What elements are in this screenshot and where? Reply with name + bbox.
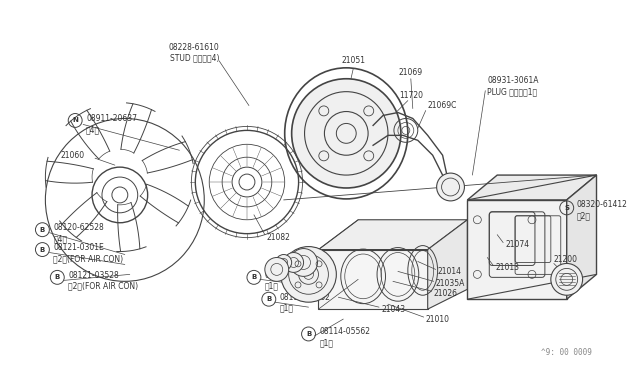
Polygon shape <box>566 175 596 299</box>
Circle shape <box>276 254 292 270</box>
Circle shape <box>284 253 303 272</box>
Polygon shape <box>467 200 566 299</box>
Circle shape <box>551 263 582 295</box>
Text: 08228-61610: 08228-61610 <box>169 44 220 52</box>
Circle shape <box>265 257 289 281</box>
Text: S: S <box>564 205 569 211</box>
Text: 21082: 21082 <box>267 233 291 242</box>
Text: （2）(FOR AIR CON): （2）(FOR AIR CON) <box>53 254 124 263</box>
Text: 21060: 21060 <box>60 151 84 160</box>
Text: 21043: 21043 <box>381 305 405 314</box>
Text: （1）: （1） <box>280 304 294 312</box>
Text: （4）: （4） <box>86 125 100 134</box>
Text: （2）: （2） <box>577 211 591 220</box>
Polygon shape <box>319 220 467 250</box>
Text: 21013: 21013 <box>495 263 519 272</box>
Text: 08320-61412: 08320-61412 <box>577 201 628 209</box>
Text: 11720: 11720 <box>399 91 423 100</box>
Text: B: B <box>40 227 45 233</box>
Text: N: N <box>72 118 78 124</box>
Text: 21074: 21074 <box>505 240 529 249</box>
Text: 08121-03528: 08121-03528 <box>68 271 119 280</box>
Text: （4）: （4） <box>53 234 67 243</box>
Polygon shape <box>428 220 467 309</box>
Text: （1）: （1） <box>319 339 333 347</box>
Text: 21051: 21051 <box>341 57 365 65</box>
Text: 08114-05562: 08114-05562 <box>319 327 371 337</box>
Text: 21010: 21010 <box>426 315 450 324</box>
Text: 08121-0301E: 08121-0301E <box>53 243 104 252</box>
Text: ^9: 00 0009: ^9: 00 0009 <box>541 348 591 357</box>
Text: 21069C: 21069C <box>428 101 457 110</box>
Text: 21014: 21014 <box>438 267 461 276</box>
Text: 21035A: 21035A <box>436 279 465 288</box>
Text: 21069: 21069 <box>399 68 423 77</box>
Polygon shape <box>319 250 428 309</box>
Text: （1）: （1） <box>265 282 279 291</box>
Text: 21026: 21026 <box>434 289 458 298</box>
Text: 08120-62528: 08120-62528 <box>53 223 104 232</box>
Text: STUD スタック4): STUD スタック4) <box>170 54 219 62</box>
Circle shape <box>290 248 317 276</box>
Text: B: B <box>306 331 311 337</box>
Text: PLUG プラグ（1）: PLUG プラグ（1） <box>487 87 538 96</box>
Text: B: B <box>54 275 60 280</box>
Text: 08911-20637: 08911-20637 <box>86 114 137 123</box>
Circle shape <box>292 79 401 188</box>
Text: B: B <box>266 296 271 302</box>
Polygon shape <box>467 175 596 200</box>
Text: 08110-84562: 08110-84562 <box>265 271 316 280</box>
Text: B: B <box>40 247 45 253</box>
Circle shape <box>281 247 337 302</box>
Text: （2）(FOR AIR CON): （2）(FOR AIR CON) <box>68 282 138 291</box>
Text: 21200: 21200 <box>554 255 578 264</box>
Text: 08931-3061A: 08931-3061A <box>487 76 539 85</box>
Circle shape <box>436 173 465 201</box>
Text: 08110-84062: 08110-84062 <box>280 293 331 302</box>
Text: B: B <box>252 275 257 280</box>
